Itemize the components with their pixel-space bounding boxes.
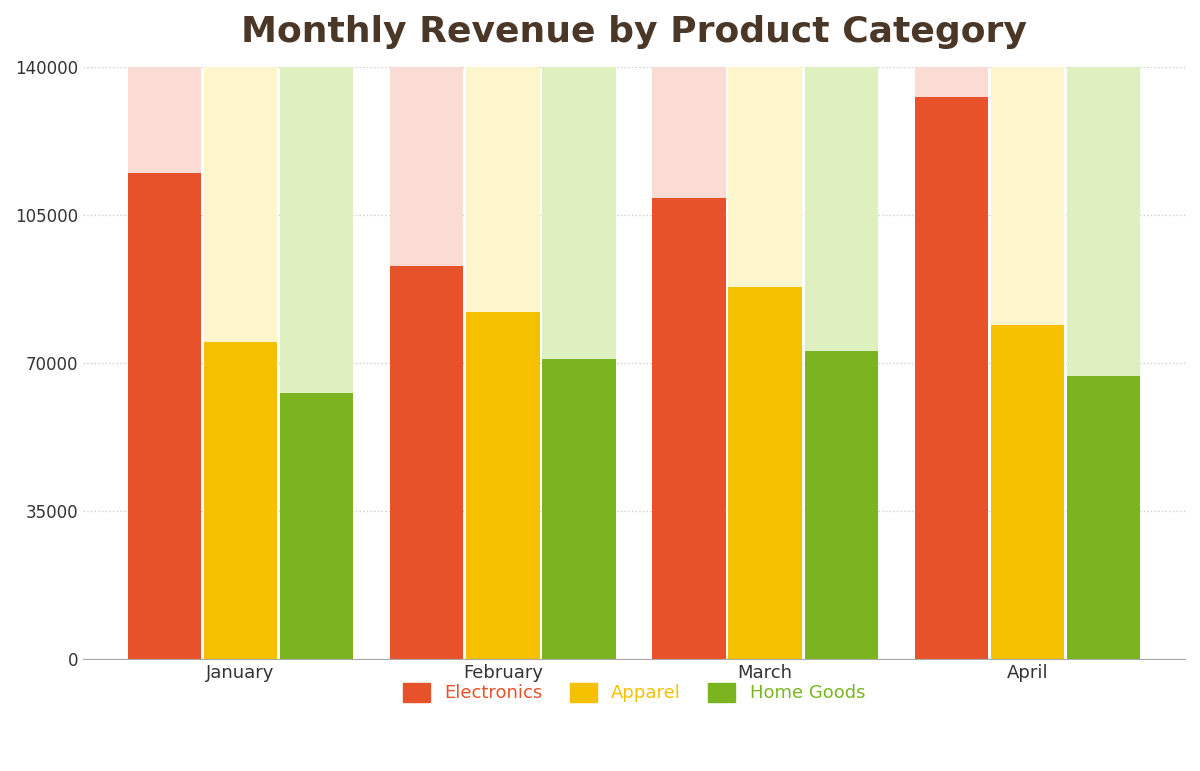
Bar <box>204 342 277 659</box>
Bar <box>390 67 463 659</box>
Bar <box>390 266 463 659</box>
Bar <box>204 67 277 659</box>
Bar <box>466 67 540 659</box>
Bar <box>542 67 616 659</box>
Bar <box>804 67 878 659</box>
Bar <box>728 67 802 659</box>
Bar <box>804 351 878 659</box>
Title: Monthly Revenue by Product Category: Monthly Revenue by Product Category <box>241 15 1027 49</box>
Bar <box>653 198 726 659</box>
Legend: Electronics, Apparel, Home Goods: Electronics, Apparel, Home Goods <box>396 676 872 709</box>
Bar <box>914 96 989 659</box>
Bar <box>1067 376 1140 659</box>
Bar <box>280 67 353 659</box>
Bar <box>914 67 989 659</box>
Bar <box>127 173 202 659</box>
Bar <box>653 67 726 659</box>
Bar <box>280 392 353 659</box>
Bar <box>127 67 202 659</box>
Bar <box>991 325 1064 659</box>
Bar <box>991 67 1064 659</box>
Bar <box>1067 67 1140 659</box>
Bar <box>728 287 802 659</box>
Bar <box>466 312 540 659</box>
Bar <box>542 359 616 659</box>
